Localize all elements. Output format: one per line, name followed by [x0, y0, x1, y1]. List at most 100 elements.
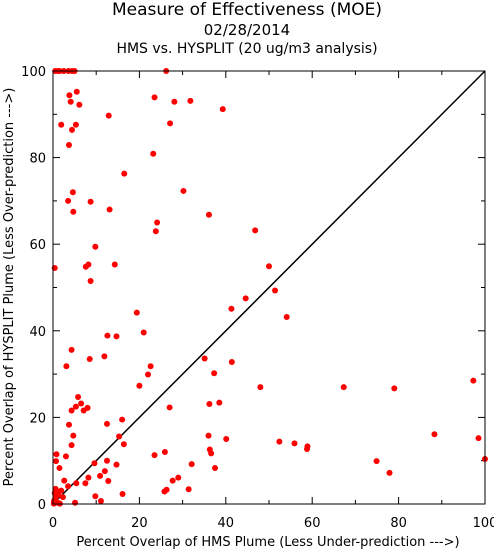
data-point	[72, 121, 79, 128]
data-point	[105, 478, 112, 485]
data-point	[67, 98, 74, 105]
data-point	[150, 150, 157, 157]
data-point	[65, 421, 72, 428]
y-tick-label: 20	[29, 411, 46, 426]
data-point	[201, 355, 208, 362]
data-point	[68, 442, 75, 449]
data-point	[68, 407, 75, 414]
data-point	[151, 94, 158, 101]
x-axis-label: Percent Overlap of HMS Plume (Less Under…	[76, 535, 459, 550]
data-point	[212, 465, 218, 472]
x-tick-label: 100	[473, 516, 494, 531]
data-point	[82, 263, 89, 270]
data-point	[188, 461, 195, 468]
data-point	[431, 431, 438, 438]
data-point	[386, 469, 393, 476]
chart-title: Measure of Effectiveness (MOE)	[111, 0, 383, 20]
data-point	[80, 407, 87, 414]
data-point	[76, 101, 83, 108]
data-point	[175, 474, 182, 481]
data-point	[147, 363, 154, 370]
data-point	[111, 261, 118, 268]
data-point	[87, 198, 94, 205]
data-point	[65, 142, 72, 149]
data-point	[169, 477, 176, 484]
data-point	[151, 452, 158, 459]
data-point	[58, 487, 65, 494]
data-point	[75, 394, 82, 401]
data-point	[59, 494, 66, 501]
data-point	[391, 385, 398, 392]
data-point	[119, 491, 126, 498]
data-point	[106, 206, 113, 213]
x-tick-label: 0	[49, 516, 57, 531]
data-point	[291, 440, 298, 447]
data-point	[68, 346, 75, 353]
x-tick-label: 80	[390, 516, 407, 531]
chart-date: 02/28/2014	[203, 21, 291, 39]
data-point	[283, 313, 290, 320]
y-tick-label: 0	[38, 498, 46, 513]
data-point	[206, 400, 213, 407]
data-point	[70, 208, 77, 215]
data-point	[205, 211, 212, 218]
data-point	[69, 126, 76, 133]
y-tick-label: 40	[29, 325, 46, 340]
data-point	[65, 197, 72, 204]
data-point	[101, 468, 108, 475]
data-point	[272, 287, 279, 294]
data-point	[145, 371, 152, 378]
data-point	[166, 404, 173, 411]
data-point	[304, 446, 311, 453]
data-point	[65, 483, 72, 490]
data-point	[58, 121, 65, 128]
data-point	[119, 416, 126, 423]
reference-diagonal-line	[52, 70, 486, 505]
data-point	[70, 432, 77, 439]
data-point	[92, 243, 99, 250]
x-tick-label: 40	[218, 516, 235, 531]
data-point	[97, 497, 104, 504]
data-point	[91, 460, 98, 467]
data-point	[276, 438, 283, 445]
data-point	[211, 370, 218, 377]
data-point	[72, 403, 79, 410]
data-point	[121, 170, 128, 177]
data-point	[340, 384, 347, 391]
data-point	[101, 353, 108, 360]
data-point	[73, 480, 80, 487]
data-point	[242, 295, 249, 302]
data-point	[51, 497, 58, 504]
data-point	[113, 333, 120, 340]
data-point	[167, 120, 174, 127]
data-point	[85, 474, 92, 481]
data-point	[69, 189, 76, 196]
data-point	[257, 384, 264, 391]
data-point	[475, 435, 482, 442]
data-point	[223, 436, 230, 443]
data-point	[252, 227, 259, 234]
data-point	[228, 305, 235, 312]
data-point	[216, 399, 223, 406]
data-point	[104, 332, 111, 339]
data-point	[161, 449, 168, 456]
data-point	[63, 363, 70, 370]
data-point	[53, 451, 60, 458]
x-tick-label: 20	[131, 516, 148, 531]
data-point	[171, 98, 178, 105]
data-point	[140, 329, 147, 336]
data-point	[104, 420, 110, 427]
x-tick-label: 60	[304, 516, 321, 531]
data-point	[373, 458, 380, 465]
data-points-layer	[50, 68, 488, 507]
data-point	[470, 377, 477, 384]
data-point	[152, 228, 159, 235]
x-tick-labels: 0 20 40 60 80 100	[49, 516, 494, 531]
data-point	[72, 499, 79, 506]
data-point	[187, 97, 194, 104]
data-point	[66, 92, 73, 99]
data-point	[154, 219, 161, 226]
data-point	[56, 465, 63, 472]
data-point	[62, 453, 69, 460]
